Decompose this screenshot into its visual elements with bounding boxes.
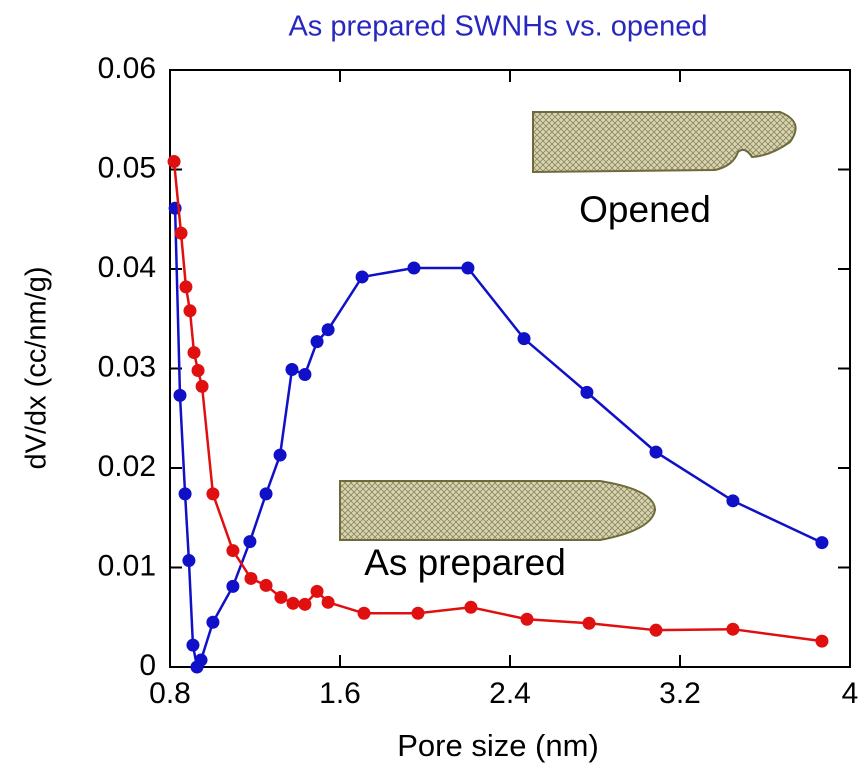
data-point xyxy=(310,584,324,598)
y-tick-label: 0.02 xyxy=(98,450,156,483)
x-tick-label: 3.2 xyxy=(659,677,701,710)
data-point xyxy=(649,623,663,637)
data-point xyxy=(520,612,534,626)
data-point xyxy=(815,634,829,648)
data-point xyxy=(411,606,425,620)
data-point xyxy=(194,653,208,667)
data-point xyxy=(206,615,220,629)
data-point xyxy=(179,280,193,294)
data-point xyxy=(726,622,740,636)
x-axis-label: Pore size (nm) xyxy=(397,728,599,763)
data-point xyxy=(355,270,369,284)
data-point xyxy=(726,494,740,508)
x-tick-label: 1.6 xyxy=(319,677,361,710)
y-tick-label: 0.05 xyxy=(98,151,156,184)
opened-nanohorn xyxy=(532,111,797,174)
data-point xyxy=(298,367,312,381)
x-tick-label: 4 xyxy=(842,677,859,710)
data-point xyxy=(167,155,181,169)
annotation: Opened xyxy=(579,189,711,230)
data-point xyxy=(815,536,829,550)
data-point xyxy=(186,638,200,652)
data-point xyxy=(173,388,187,402)
data-point xyxy=(273,448,287,462)
chart-title: As prepared SWNHs vs. opened xyxy=(288,11,707,43)
data-point xyxy=(226,579,240,593)
data-point xyxy=(286,596,300,610)
y-tick-label: 0.06 xyxy=(98,52,156,85)
x-tick-label: 0.8 xyxy=(149,677,191,710)
data-point xyxy=(580,385,594,399)
data-point xyxy=(182,554,196,568)
data-point xyxy=(517,332,531,346)
data-point xyxy=(274,590,288,604)
data-point xyxy=(178,487,192,501)
data-point xyxy=(244,571,258,585)
data-point xyxy=(310,335,324,349)
data-point xyxy=(226,544,240,558)
data-point xyxy=(285,362,299,376)
y-axis-label: dV/dx (cc/nm/g) xyxy=(21,266,53,469)
series-line xyxy=(173,208,823,671)
data-point xyxy=(243,535,257,549)
data-point xyxy=(649,445,663,459)
data-point xyxy=(464,600,478,614)
data-point xyxy=(582,616,596,630)
annotation: As prepared xyxy=(364,542,566,583)
data-point xyxy=(407,261,421,275)
prepared-nanohorn xyxy=(339,480,657,541)
data-point xyxy=(187,346,201,360)
data-point xyxy=(461,261,475,275)
data-point xyxy=(195,379,209,393)
data-point xyxy=(183,304,197,318)
data-point xyxy=(298,597,312,611)
y-tick-label: 0.03 xyxy=(98,350,156,383)
data-point xyxy=(321,323,335,337)
data-point xyxy=(191,363,205,377)
series-line xyxy=(172,161,823,643)
data-point xyxy=(259,578,273,592)
data-point xyxy=(259,487,273,501)
x-tick-label: 2.4 xyxy=(489,677,531,710)
data-point xyxy=(174,226,188,240)
data-point xyxy=(321,595,335,609)
y-tick-label: 0.01 xyxy=(98,549,156,582)
y-tick-label: 0 xyxy=(139,649,156,682)
y-tick-label: 0.04 xyxy=(98,251,156,284)
data-point xyxy=(206,487,220,501)
data-point xyxy=(357,606,371,620)
